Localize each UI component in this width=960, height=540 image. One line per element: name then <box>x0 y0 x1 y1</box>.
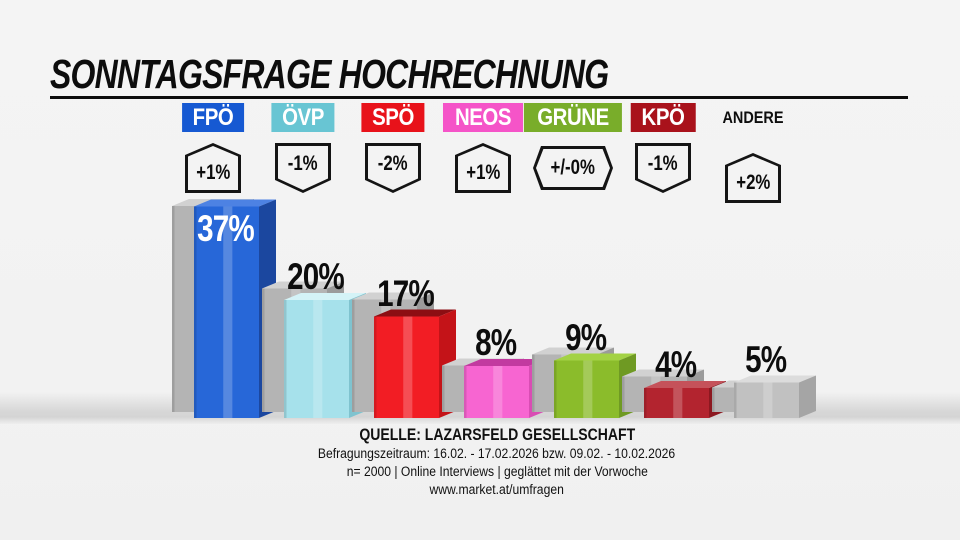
bar-current-kpoe <box>644 388 709 418</box>
bar-previous-kpoe <box>622 369 704 377</box>
bar-current-neos <box>464 366 467 418</box>
bar-previous-spoe <box>352 292 434 300</box>
bar-current-kpoe <box>644 388 647 418</box>
source-survey-period: Befragungszeitraum: 16.02. - 17.02.2026 … <box>318 446 676 461</box>
bar-current-gruene <box>583 360 593 418</box>
bar-current-fpoe <box>194 206 259 418</box>
bar-current-andere <box>734 375 816 383</box>
bar-current-oevp <box>313 300 323 418</box>
bar-current-fpoe <box>223 206 233 418</box>
bar-previous-neos <box>442 365 445 412</box>
bar-current-neos <box>464 359 546 366</box>
bar-current-oevp <box>284 300 287 418</box>
bar-current-gruene <box>554 360 557 418</box>
bar-previous-oevp <box>262 288 265 412</box>
bar-current-kpoe <box>644 381 726 388</box>
bar-current-andere <box>799 375 816 418</box>
bar-current-andere <box>734 382 799 418</box>
page-title: SONNTAGSFRAGE HOCHRECHNUNG <box>50 51 910 97</box>
source-url: www.market.at/umfragen <box>429 482 565 497</box>
bar-current-gruene <box>554 360 619 418</box>
page-title-text: SONNTAGSFRAGE HOCHRECHNUNG <box>50 51 609 97</box>
bar-current-spoe <box>403 316 413 418</box>
bar-previous-oevp <box>262 281 344 289</box>
source-title: QUELLE: LAZARSFELD GESELLSCHAFT <box>359 426 635 444</box>
bar-current-oevp <box>284 293 366 300</box>
bar-current-neos <box>493 366 503 418</box>
source-method: n= 2000 | Online Interviews | geglättet … <box>346 464 648 479</box>
source-block: QUELLE: LAZARSFELD GESELLSCHAFT Befragun… <box>247 426 747 499</box>
title-underline <box>50 96 908 99</box>
bar-current-fpoe <box>194 206 197 418</box>
bar-previous-andere <box>712 387 715 412</box>
bar-previous-gruene <box>532 354 535 412</box>
bar-current-spoe <box>374 316 377 418</box>
bar-current-gruene <box>554 353 636 361</box>
bar-previous-gruene <box>532 347 614 355</box>
bar-current-kpoe <box>673 388 683 418</box>
bar-current-andere <box>734 382 737 418</box>
bar-current-oevp <box>284 300 349 418</box>
bar-current-andere <box>763 382 773 418</box>
bar-previous-fpoe <box>172 206 175 412</box>
bar-current-fpoe <box>194 199 276 207</box>
header: SONNTAGSFRAGE HOCHRECHNUNG <box>50 51 910 99</box>
bar-previous-kpoe <box>622 376 625 412</box>
bar-current-spoe <box>374 316 439 418</box>
bar-current-spoe <box>374 309 456 317</box>
bar-current-neos <box>464 366 529 418</box>
bar-previous-spoe <box>352 299 355 412</box>
